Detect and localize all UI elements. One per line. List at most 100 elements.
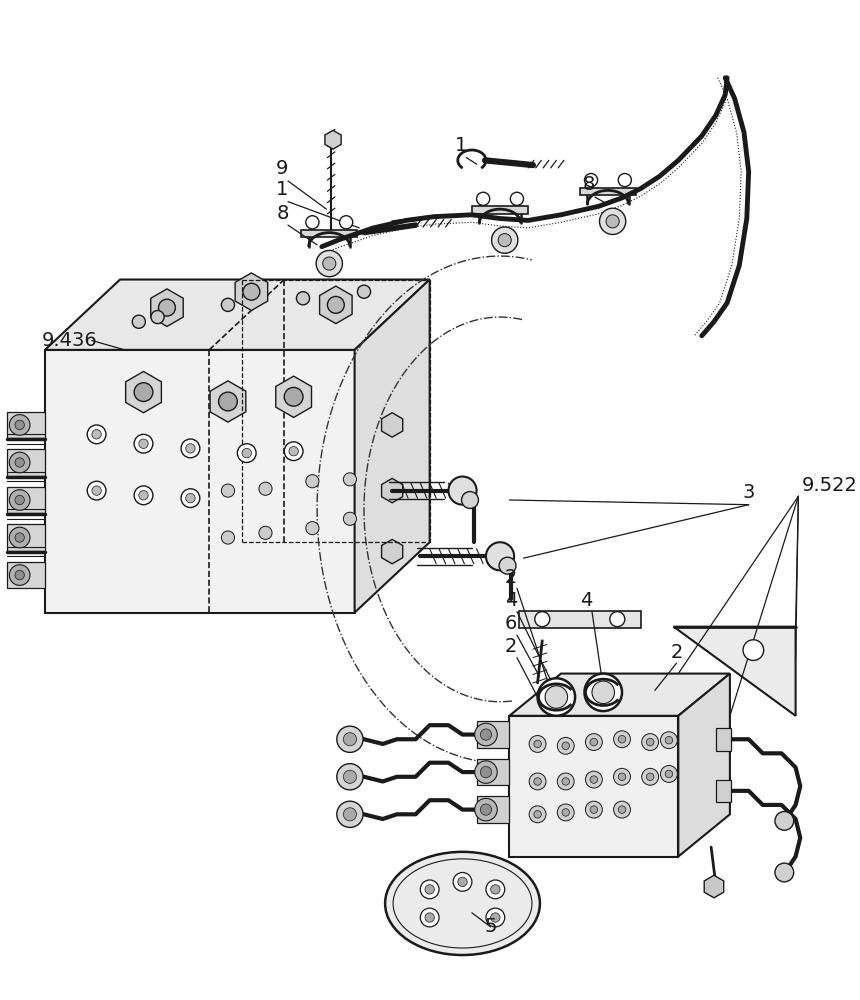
Polygon shape: [382, 478, 402, 503]
Circle shape: [476, 192, 489, 205]
Circle shape: [87, 425, 106, 444]
Circle shape: [15, 533, 24, 542]
Polygon shape: [679, 674, 730, 857]
Circle shape: [306, 216, 319, 229]
Circle shape: [181, 439, 200, 458]
Circle shape: [285, 442, 303, 461]
Circle shape: [297, 292, 310, 305]
Polygon shape: [472, 206, 528, 214]
Circle shape: [475, 723, 497, 746]
Circle shape: [486, 908, 505, 927]
Circle shape: [138, 439, 148, 448]
Text: 2: 2: [670, 643, 683, 662]
Polygon shape: [519, 611, 641, 628]
Circle shape: [535, 612, 550, 627]
Polygon shape: [150, 289, 183, 326]
Circle shape: [337, 764, 363, 790]
Circle shape: [134, 486, 153, 505]
Text: 9.436: 9.436: [42, 331, 98, 350]
Circle shape: [343, 770, 357, 783]
Circle shape: [613, 768, 630, 785]
Circle shape: [618, 735, 626, 743]
Circle shape: [618, 773, 626, 781]
Circle shape: [138, 491, 148, 500]
Polygon shape: [235, 273, 267, 310]
Circle shape: [340, 216, 353, 229]
Circle shape: [9, 527, 30, 548]
Circle shape: [221, 484, 235, 497]
Polygon shape: [716, 728, 731, 751]
Polygon shape: [8, 562, 45, 588]
Polygon shape: [320, 286, 352, 324]
Circle shape: [585, 173, 598, 187]
Circle shape: [425, 913, 434, 922]
Circle shape: [618, 806, 626, 813]
Circle shape: [557, 804, 574, 821]
Circle shape: [562, 809, 569, 816]
Circle shape: [586, 734, 602, 751]
Circle shape: [534, 778, 541, 785]
Circle shape: [9, 490, 30, 510]
Polygon shape: [476, 721, 509, 748]
Circle shape: [590, 806, 598, 813]
Polygon shape: [354, 280, 430, 613]
Circle shape: [218, 392, 237, 411]
Polygon shape: [325, 130, 341, 149]
Circle shape: [134, 434, 153, 453]
Circle shape: [499, 557, 516, 574]
Polygon shape: [382, 539, 402, 564]
Circle shape: [337, 726, 363, 752]
Circle shape: [186, 444, 195, 453]
Text: 8: 8: [583, 175, 595, 194]
Circle shape: [475, 761, 497, 783]
Polygon shape: [673, 627, 796, 716]
Circle shape: [259, 526, 272, 539]
Circle shape: [15, 458, 24, 467]
Circle shape: [448, 477, 476, 505]
Circle shape: [151, 310, 164, 324]
Circle shape: [9, 415, 30, 435]
Circle shape: [421, 908, 439, 927]
Polygon shape: [476, 759, 509, 785]
Circle shape: [458, 877, 467, 887]
Circle shape: [491, 885, 500, 894]
Circle shape: [9, 565, 30, 585]
Circle shape: [158, 299, 175, 316]
Circle shape: [15, 495, 24, 505]
Circle shape: [660, 732, 678, 749]
Circle shape: [481, 729, 492, 740]
Circle shape: [592, 681, 615, 704]
Circle shape: [557, 773, 574, 790]
Circle shape: [613, 731, 630, 748]
Circle shape: [421, 880, 439, 899]
Circle shape: [322, 257, 336, 270]
Circle shape: [599, 208, 626, 234]
Polygon shape: [8, 412, 45, 438]
Circle shape: [498, 234, 512, 247]
Polygon shape: [382, 413, 402, 437]
Circle shape: [92, 486, 101, 495]
Circle shape: [545, 686, 568, 708]
Circle shape: [425, 885, 434, 894]
Circle shape: [134, 383, 153, 401]
Circle shape: [486, 542, 514, 570]
Polygon shape: [45, 350, 354, 613]
Circle shape: [534, 811, 541, 818]
Circle shape: [486, 880, 505, 899]
Circle shape: [590, 776, 598, 783]
Circle shape: [87, 481, 106, 500]
Circle shape: [642, 768, 659, 785]
Ellipse shape: [385, 852, 540, 955]
Polygon shape: [45, 280, 430, 350]
Circle shape: [475, 798, 497, 821]
Polygon shape: [476, 796, 509, 823]
Circle shape: [481, 804, 492, 815]
Circle shape: [289, 447, 298, 456]
Circle shape: [665, 770, 673, 778]
Text: 5: 5: [484, 917, 497, 936]
Circle shape: [775, 863, 794, 882]
Circle shape: [606, 215, 619, 228]
Circle shape: [462, 492, 478, 508]
Circle shape: [285, 387, 303, 406]
Circle shape: [562, 742, 569, 750]
